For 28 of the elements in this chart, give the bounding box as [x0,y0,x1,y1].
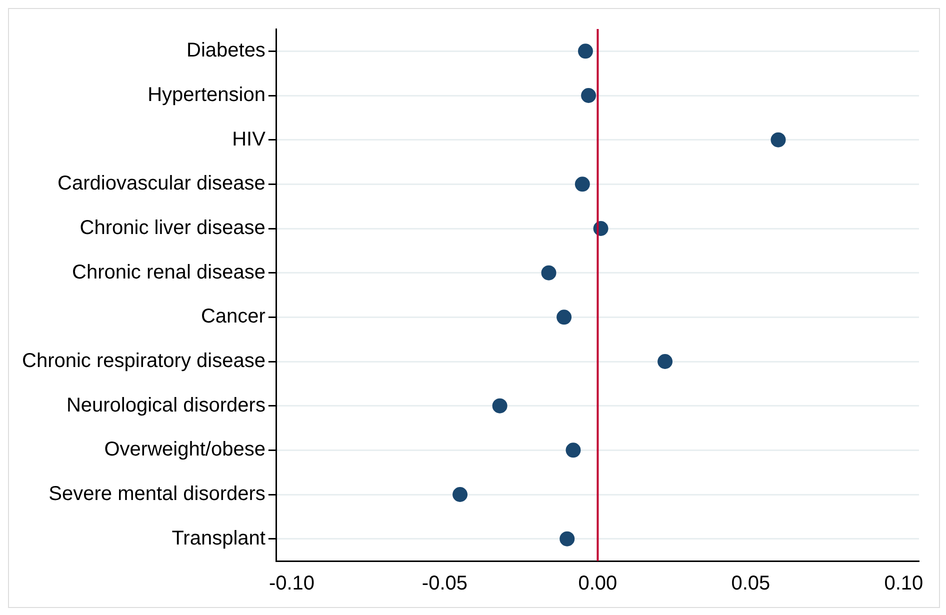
y-tick-label: Severe mental disorders [48,483,266,506]
x-tick-label: 0.10 [884,572,924,595]
point [541,265,556,280]
y-tick-label: Chronic renal disease [72,261,266,284]
y-tick-label: Chronic liver disease [80,217,266,240]
point [578,44,593,59]
y-tick-label: Chronic respiratory disease [22,350,266,372]
x-tick-label: -0.05 [422,572,468,595]
y-tick-label: HIV [232,128,266,150]
y-tick-label: Hypertension [148,84,266,106]
point [566,442,581,458]
point [658,354,673,369]
y-tick-label: Transplant [172,527,266,550]
x-tick-label: 0.00 [578,572,618,595]
point [581,88,596,103]
point [492,398,508,414]
point [574,176,590,192]
x-tick-label: 0.05 [731,572,770,595]
point [556,310,572,325]
y-tick-label: Overweight/obese [104,438,266,461]
point [452,487,468,502]
y-tick-label: Cardiovascular disease [58,172,266,195]
point [560,531,575,546]
y-tick-label: Neurological disorders [66,394,266,416]
y-tick-label: Diabetes [186,40,266,62]
x-tick-label: -0.10 [268,572,315,595]
point [770,132,786,148]
y-tick-label: Cancer [200,306,266,328]
